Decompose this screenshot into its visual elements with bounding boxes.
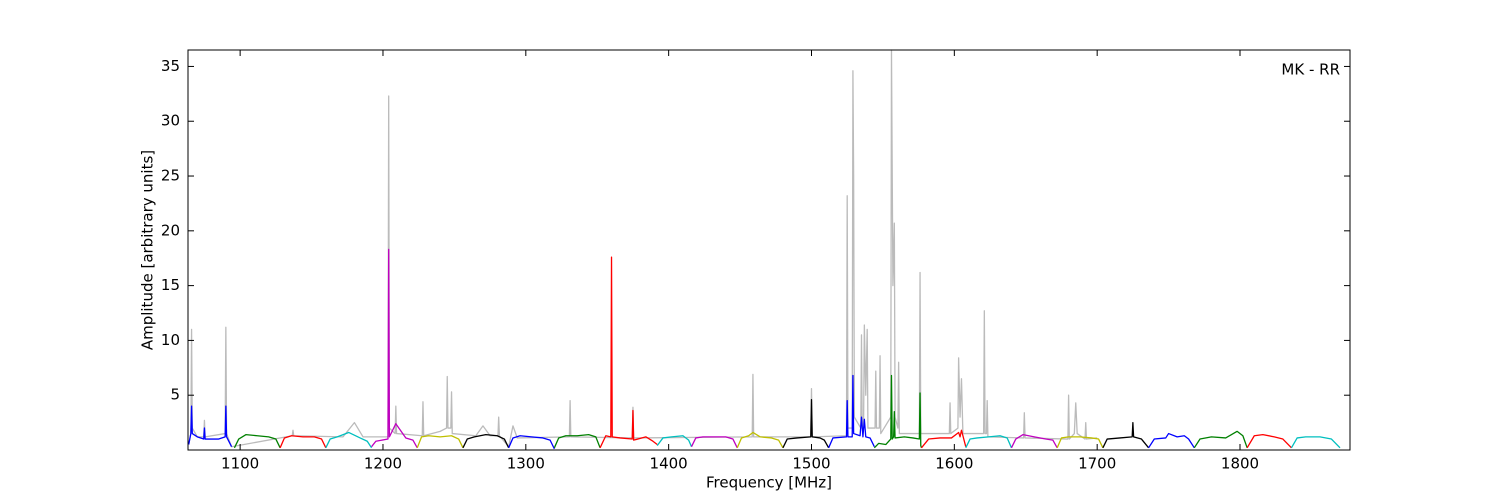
spectrum-line bbox=[279, 435, 327, 449]
y-tick-label: 15 bbox=[161, 276, 180, 294]
spectrum-line bbox=[1056, 436, 1104, 449]
annotation: MK - RR bbox=[1281, 61, 1340, 79]
spectrum-line bbox=[873, 374, 923, 449]
x-tick-label: 1700 bbox=[1078, 455, 1116, 473]
y-tick-label: 20 bbox=[161, 221, 180, 239]
spectrum-line bbox=[233, 434, 281, 449]
spectrum-line bbox=[1246, 434, 1292, 449]
spectrum-line bbox=[188, 405, 233, 448]
spectrum-line bbox=[462, 434, 510, 449]
x-tick-label: 1300 bbox=[507, 455, 545, 473]
y-tick-label: 10 bbox=[161, 331, 180, 349]
x-axis-label: Frequency [MHz] bbox=[706, 474, 832, 492]
spectrum-line bbox=[828, 374, 875, 449]
spectrum-line bbox=[325, 431, 373, 449]
y-tick-label: 30 bbox=[161, 112, 180, 130]
spectrum-line bbox=[416, 435, 464, 449]
spectrum-line bbox=[1010, 434, 1058, 449]
y-tick-label: 35 bbox=[161, 57, 180, 75]
spectrum-line bbox=[508, 435, 555, 450]
spectrum-line bbox=[690, 436, 738, 449]
x-tick-label: 1200 bbox=[364, 455, 402, 473]
spectrum-line bbox=[965, 435, 1013, 449]
spectrum-line bbox=[599, 256, 658, 449]
x-tick-label: 1100 bbox=[221, 455, 259, 473]
x-tick-label: 1500 bbox=[792, 455, 830, 473]
spectrum-line bbox=[553, 434, 601, 449]
spectrum-line bbox=[1193, 430, 1248, 449]
x-tick-label: 1400 bbox=[650, 455, 688, 473]
axes-frame bbox=[187, 49, 1351, 451]
spectrum-line bbox=[1290, 436, 1341, 449]
spectrum-line bbox=[656, 435, 693, 447]
spectrum-line bbox=[920, 429, 967, 449]
spectrum-line bbox=[1148, 432, 1195, 449]
spectrum-line bbox=[1102, 421, 1150, 449]
plot-area bbox=[188, 49, 1341, 450]
spectrum-line bbox=[371, 248, 418, 449]
x-tick-label: 1800 bbox=[1221, 455, 1259, 473]
spectrum-line bbox=[782, 398, 830, 449]
spectrum-line bbox=[188, 49, 1098, 448]
y-tick-label: 25 bbox=[161, 167, 180, 185]
spectrum-line bbox=[736, 431, 784, 449]
y-axis-label: Amplitude [arbitrary units] bbox=[139, 150, 157, 350]
y-tick-label: 5 bbox=[170, 386, 180, 404]
x-tick-label: 1600 bbox=[935, 455, 973, 473]
